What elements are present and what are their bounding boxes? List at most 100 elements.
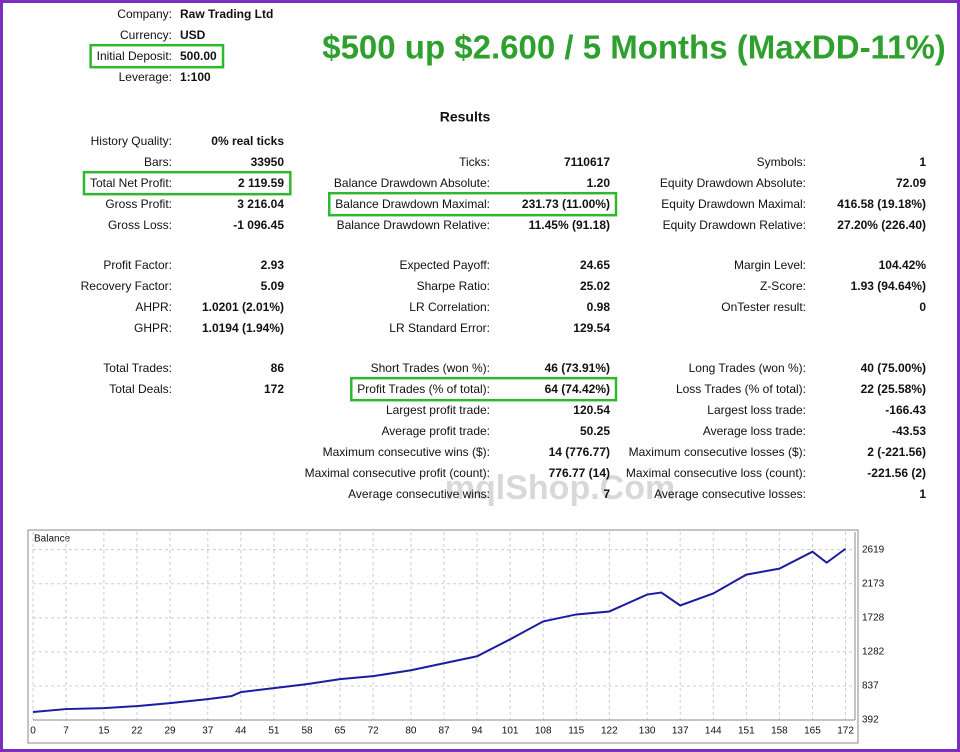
x-tick-label: 122 [601,726,618,737]
stat-label: Ticks: [459,155,490,169]
stat-value: 172 [264,382,284,396]
field-value: USD [180,28,206,42]
field-label: Company: [117,7,172,21]
x-tick-label: 37 [202,726,214,737]
stat-label: Maximum consecutive losses ($): [629,445,806,459]
stat-value: 120.54 [573,403,610,417]
field-value: 500.00 [180,49,217,63]
highlight-box [328,191,618,217]
x-tick-label: 172 [837,726,854,737]
stat-label: Long Trades (won %): [689,361,806,375]
stat-label: Average consecutive losses: [654,487,806,501]
stat-value: 72.09 [896,176,926,190]
stat-label: Balance Drawdown Relative: [337,218,490,232]
x-tick-label: 158 [771,726,788,737]
x-tick-label: 7 [63,726,69,737]
stat-value: 86 [271,361,285,375]
stat-label: Average profit trade: [381,424,490,438]
stat-value: 24.65 [580,258,610,272]
stat-value: 27.20% (226.40) [837,218,926,232]
x-tick-label: 51 [268,726,280,737]
y-tick-label: 837 [862,681,879,692]
x-tick-label: 22 [131,726,143,737]
stat-value: 14 (776.77) [549,445,610,459]
stat-label: Equity Drawdown Relative: [663,218,806,232]
stat-label: Short Trades (won %): [371,361,490,375]
stat-label: AHPR: [135,300,172,314]
results-title: Results [440,109,491,125]
stat-value: 5.09 [261,279,285,293]
x-tick-label: 44 [235,726,247,737]
stat-label: Maximal consecutive loss (count): [626,466,806,480]
stat-value: 2.93 [261,258,285,272]
balance-line [32,547,847,714]
stat-value: 64 (74.42%) [545,382,610,396]
stat-label: Balance Drawdown Maximal: [335,197,490,211]
stat-value: 1.0201 (2.01%) [202,300,284,314]
stat-value: 22 (25.58%) [861,382,926,396]
stat-label: History Quality: [91,134,172,148]
stat-label: Equity Drawdown Absolute: [660,176,806,190]
x-tick-label: 0 [30,726,36,737]
x-tick-label: 130 [639,726,656,737]
stat-label: LR Standard Error: [389,321,490,335]
stat-value: 1.20 [587,176,611,190]
stat-value: 0.98 [587,300,611,314]
stat-label: LR Correlation: [409,300,490,314]
stat-value: 40 (75.00%) [861,361,926,375]
stat-value: 11.45% (91.18) [529,218,610,232]
stat-label: Gross Profit: [105,197,172,211]
stat-label: Equity Drawdown Maximal: [661,197,806,211]
field-label: Initial Deposit: [97,49,172,63]
x-tick-label: 165 [804,726,821,737]
stat-label: Expected Payoff: [399,258,490,272]
stat-label: Profit Trades (% of total): [357,382,490,396]
x-tick-label: 101 [502,726,519,737]
stat-value: 1.93 (94.64%) [851,279,926,293]
stat-value: 7 [603,487,610,501]
stat-value: 33950 [251,155,285,169]
stat-label: Profit Factor: [103,258,172,272]
stat-label: Balance Drawdown Absolute: [334,176,490,190]
stat-value: -221.56 (2) [867,466,926,480]
y-tick-label: 2619 [862,544,885,555]
stat-value: 46 (73.91%) [545,361,610,375]
stat-value: 231.73 (11.00%) [522,197,610,211]
x-tick-label: 29 [164,726,176,737]
field-value: Raw Trading Ltd [180,7,273,21]
stat-label: Average loss trade: [703,424,806,438]
stat-value: -1 096.45 [233,218,284,232]
stat-value: 0 [919,300,926,314]
stat-label: Largest loss trade: [707,403,806,417]
stat-value: 0% real ticks [211,134,284,148]
stat-value: 776.77 (14) [549,466,610,480]
stat-label: Sharpe Ratio: [417,279,490,293]
stat-value: 1 [919,155,926,169]
x-tick-label: 137 [672,726,689,737]
y-tick-label: 1282 [862,647,885,658]
x-tick-label: 94 [472,726,484,737]
y-tick-label: 1728 [862,612,885,623]
stat-label: Average consecutive wins: [348,487,490,501]
stat-label: Bars: [144,155,172,169]
stat-value: -43.53 [892,424,926,438]
stat-label: Total Deals: [109,382,172,396]
stat-label: Largest profit trade: [386,403,490,417]
field-label: Leverage: [119,70,172,84]
stat-label: GHPR: [134,321,172,335]
x-tick-label: 58 [301,726,313,737]
chart-title: Balance [34,534,71,545]
x-tick-label: 151 [738,726,755,737]
x-tick-label: 87 [438,726,450,737]
stat-value: -166.43 [885,403,926,417]
stat-value: 416.58 (19.18%) [837,197,926,211]
stat-label: OnTester result: [721,300,806,314]
field-label: Currency: [120,28,172,42]
stat-value: 3 216.04 [237,197,284,211]
watermark: mqlShop.Com [445,469,675,507]
chart-frame [27,529,859,744]
stat-value: 1.0194 (1.94%) [202,321,284,335]
stat-value: 7110617 [564,155,610,169]
y-tick-label: 392 [862,715,879,726]
